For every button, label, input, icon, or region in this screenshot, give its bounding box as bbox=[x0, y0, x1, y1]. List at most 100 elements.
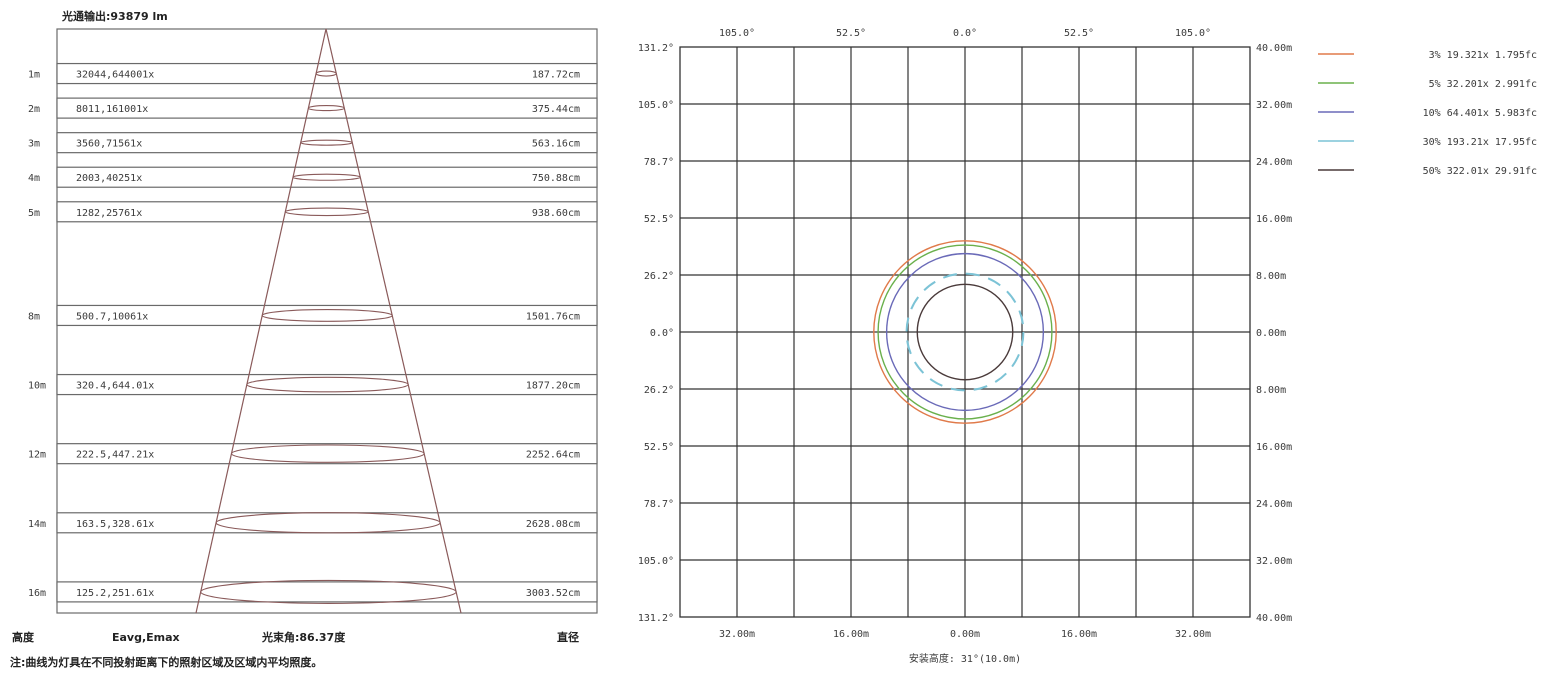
bottom-tick-label: 0.00m bbox=[950, 629, 980, 640]
row-lux: 3560,71561x bbox=[76, 139, 142, 150]
left-tick-label: 52.5° bbox=[644, 214, 674, 225]
left-tick-label: 26.2° bbox=[644, 385, 674, 396]
right-tick-label: 0.00m bbox=[1256, 328, 1286, 339]
beam-ellipse bbox=[246, 376, 409, 393]
beam-ellipse bbox=[215, 512, 441, 534]
row-diameter: 2252.64cm bbox=[526, 450, 580, 461]
bottom-tick-label: 16.00m bbox=[833, 629, 869, 640]
row-height: 10m bbox=[28, 381, 46, 392]
legend-label: 10% 64.401x 5.983fc bbox=[1423, 108, 1537, 119]
legend-label: 3% 19.321x 1.795fc bbox=[1429, 50, 1537, 61]
cone-row-band bbox=[56, 581, 598, 603]
eavg-label: Eavg,Emax bbox=[112, 631, 180, 644]
note-text: 注:曲线为灯具在不同投射距离下的照射区域及区域内平均照度。 bbox=[10, 655, 322, 669]
legend: 3% 19.321x 1.795fc 5% 32.201x 2.991fc 10% … bbox=[1318, 50, 1537, 177]
row-diameter: 2628.08cm bbox=[526, 519, 580, 530]
beam-ellipse bbox=[230, 444, 425, 463]
row-diameter: 938.60cm bbox=[532, 208, 580, 219]
output-label: 光通输出:93879 lm bbox=[61, 9, 168, 23]
bottom-tick-label: 32.00m bbox=[1175, 629, 1211, 640]
row-lux: 8011,161001x bbox=[76, 104, 148, 115]
left-tick-label: 78.7° bbox=[644, 157, 674, 168]
diameter-label: 直径 bbox=[557, 630, 579, 644]
bottom-tick-label: 16.00m bbox=[1061, 629, 1097, 640]
row-height: 2m bbox=[28, 104, 40, 115]
row-height: 8m bbox=[28, 311, 40, 322]
top-tick-label: 52.5° bbox=[1064, 28, 1094, 39]
left-tick-label: 131.2° bbox=[638, 613, 674, 624]
left-tick-label: 26.2° bbox=[644, 271, 674, 282]
left-tick-label: 52.5° bbox=[644, 442, 674, 453]
row-height: 3m bbox=[28, 139, 40, 150]
cone-rows: 1m 32044,644001x 187.72cm 2m 8011,161001x 375… bbox=[28, 62, 598, 603]
beam-ellipse bbox=[261, 309, 393, 322]
legend-label: 5% 32.201x 2.991fc bbox=[1429, 79, 1537, 90]
right-tick-label: 8.00m bbox=[1256, 271, 1286, 282]
row-diameter: 750.88cm bbox=[532, 173, 580, 184]
right-tick-label: 24.00m bbox=[1256, 157, 1292, 168]
cone-row-band bbox=[56, 132, 598, 154]
beam-ellipse bbox=[292, 173, 361, 181]
row-lux: 320.4,644.01x bbox=[76, 381, 154, 392]
cone-row-band bbox=[56, 166, 598, 188]
beam-angle-label: 光束角:86.37度 bbox=[261, 630, 346, 644]
beam-ellipse bbox=[200, 579, 457, 604]
cone-row-band bbox=[56, 304, 598, 327]
cone-ellipses bbox=[200, 70, 457, 604]
row-diameter: 563.16cm bbox=[532, 139, 580, 150]
right-tick-label: 16.00m bbox=[1256, 442, 1292, 453]
cone-row-band bbox=[56, 62, 598, 85]
contour-3 bbox=[905, 272, 1025, 392]
top-tick-label: 52.5° bbox=[836, 28, 866, 39]
left-tick-label: 78.7° bbox=[644, 499, 674, 510]
row-height: 12m bbox=[28, 450, 46, 461]
row-lux: 163.5,328.61x bbox=[76, 519, 154, 530]
row-lux: 1282,25761x bbox=[76, 208, 142, 219]
cone-edge-left bbox=[195, 28, 327, 614]
cone-row-band bbox=[56, 97, 598, 119]
row-lux: 2003,40251x bbox=[76, 173, 142, 184]
row-height: 1m bbox=[28, 70, 40, 81]
left-tick-label: 105.0° bbox=[638, 556, 674, 567]
left-tick-label: 105.0° bbox=[638, 100, 674, 111]
right-tick-label: 8.00m bbox=[1256, 385, 1286, 396]
right-tick-label: 40.00m bbox=[1256, 613, 1292, 624]
row-diameter: 1501.76cm bbox=[526, 311, 580, 322]
row-lux: 222.5,447.21x bbox=[76, 450, 154, 461]
right-tick-label: 16.00m bbox=[1256, 214, 1292, 225]
row-height: 14m bbox=[28, 519, 46, 530]
right-tick-label: 32.00m bbox=[1256, 100, 1292, 111]
beam-ellipse bbox=[284, 207, 369, 217]
right-tick-label: 40.00m bbox=[1256, 43, 1292, 54]
contour-1 bbox=[877, 244, 1053, 420]
row-lux: 125.2,251.61x bbox=[76, 588, 154, 599]
height-label: 高度 bbox=[12, 630, 35, 644]
row-diameter: 375.44cm bbox=[532, 104, 580, 115]
bottom-tick-label: 32.00m bbox=[719, 629, 755, 640]
contour-2 bbox=[885, 252, 1045, 412]
top-tick-label: 0.0° bbox=[953, 28, 977, 39]
right-tick-label: 24.00m bbox=[1256, 499, 1292, 510]
top-tick-label: 105.0° bbox=[1175, 28, 1211, 39]
contours bbox=[873, 240, 1057, 424]
cone-row-band bbox=[56, 443, 598, 465]
isolux-chart: 131.2° 105.0° 78.7° 52.5° 26.2° 0.0° 26.2° 52.5… bbox=[638, 28, 1537, 665]
right-tick-label: 32.00m bbox=[1256, 556, 1292, 567]
beam-ellipse bbox=[315, 70, 337, 77]
beam-cone-chart: 光通输出:93879 lm 1m 32044,644001x 187.72cm 2m 8… bbox=[10, 9, 598, 669]
row-height: 16m bbox=[28, 588, 46, 599]
bottom-axis-label: 安装高度: 31°(10.0m) bbox=[909, 652, 1021, 665]
row-diameter: 3003.52cm bbox=[526, 588, 580, 599]
left-tick-label: 131.2° bbox=[638, 43, 674, 54]
cone-edge-right bbox=[325, 28, 462, 614]
row-height: 5m bbox=[28, 208, 40, 219]
top-tick-label: 105.0° bbox=[719, 28, 755, 39]
cone-row-band bbox=[56, 373, 598, 396]
row-lux: 500.7,10061x bbox=[76, 311, 148, 322]
beam-ellipse bbox=[300, 139, 353, 146]
contour-0 bbox=[873, 240, 1057, 424]
legend-label: 30% 193.21x 17.95fc bbox=[1423, 137, 1537, 148]
axis-ticks: 131.2° 105.0° 78.7° 52.5° 26.2° 0.0° 26.2° 52.5… bbox=[638, 28, 1292, 640]
legend-label: 50% 322.01x 29.91fc bbox=[1423, 166, 1537, 177]
